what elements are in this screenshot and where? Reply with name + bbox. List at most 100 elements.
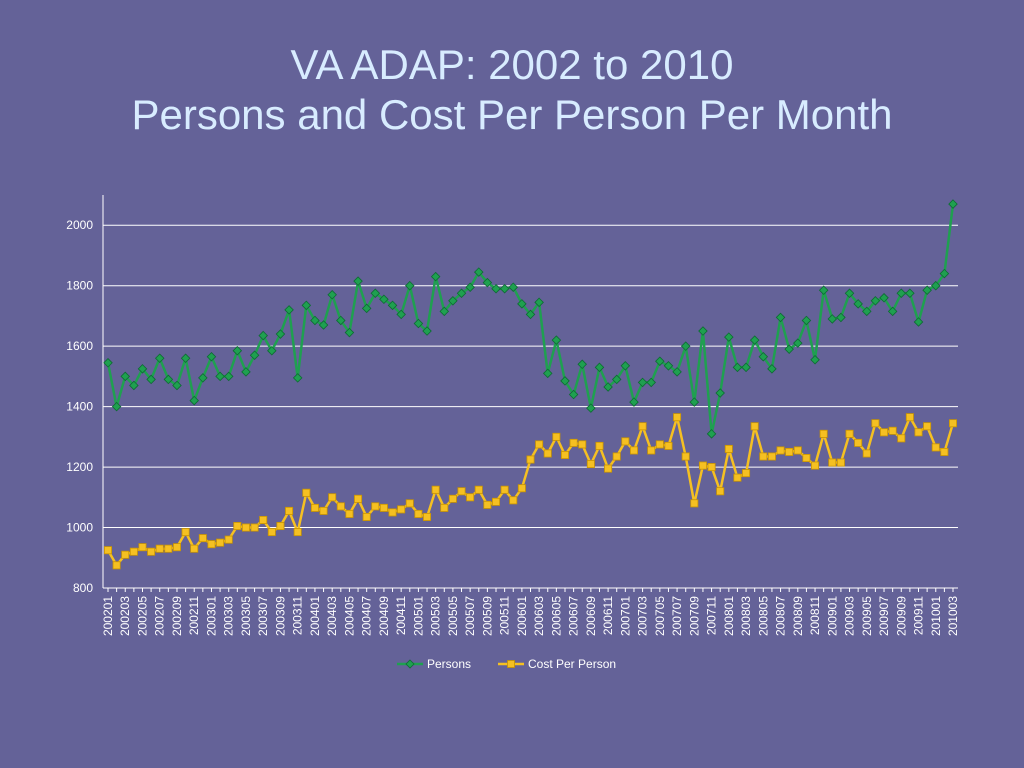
data-point <box>836 312 846 323</box>
data-point <box>646 377 656 388</box>
data-point <box>724 444 733 453</box>
data-point <box>241 367 251 377</box>
x-tick-label: 200611 <box>601 596 615 635</box>
legend: Persons Cost Per Person <box>397 657 616 671</box>
data-point <box>525 309 536 320</box>
data-point <box>810 354 820 365</box>
data-point <box>336 315 346 326</box>
data-point <box>397 505 406 514</box>
x-tick-label: 200809 <box>791 596 805 636</box>
data-point <box>690 499 699 508</box>
x-tick-label: 200309 <box>273 596 287 636</box>
x-tick-label: 200703 <box>636 596 650 636</box>
data-point <box>905 413 914 422</box>
data-point <box>871 419 880 428</box>
x-tick-label: 200711 <box>705 596 719 635</box>
data-point <box>379 294 389 305</box>
data-point <box>560 450 569 459</box>
data-point <box>845 429 854 438</box>
x-tick-label: 200407 <box>360 596 374 636</box>
data-point <box>500 485 509 494</box>
x-tick-label: 200601 <box>515 596 529 636</box>
data-point <box>828 458 837 467</box>
data-point <box>190 544 199 553</box>
x-tick-label: 200409 <box>377 596 391 636</box>
data-point <box>569 438 578 447</box>
data-point <box>707 463 716 472</box>
x-tick-label: 200307 <box>256 596 270 636</box>
data-point <box>292 373 303 383</box>
data-point <box>164 544 173 553</box>
data-point <box>361 303 372 314</box>
data-point <box>931 443 940 452</box>
x-tick-label: 200909 <box>894 596 908 636</box>
data-point <box>811 461 820 470</box>
x-tick-label: 200301 <box>204 596 218 636</box>
data-point <box>120 371 131 382</box>
data-point <box>499 283 510 294</box>
data-point <box>431 485 440 494</box>
data-point <box>207 540 216 549</box>
data-point <box>387 300 398 311</box>
x-tick-label: 200605 <box>549 596 563 636</box>
data-point <box>224 535 233 544</box>
data-point <box>673 413 682 422</box>
data-point <box>466 493 475 502</box>
data-point <box>775 312 786 323</box>
data-point <box>414 509 423 518</box>
data-point <box>629 397 639 407</box>
data-point <box>310 315 320 326</box>
data-point <box>448 296 458 306</box>
data-point <box>949 419 958 428</box>
data-point <box>233 522 242 531</box>
data-point <box>474 485 483 494</box>
data-point <box>492 497 501 506</box>
x-tick-label: 200911 <box>912 596 926 635</box>
data-point <box>328 493 337 502</box>
data-point <box>767 364 777 374</box>
legend-item: Persons <box>397 657 471 671</box>
x-tick-label: 200305 <box>239 596 253 636</box>
data-point <box>534 297 544 308</box>
data-point <box>379 503 388 512</box>
data-point <box>741 362 751 373</box>
data-point <box>551 335 562 345</box>
chart-title-block: VA ADAP: 2002 to 2010 Persons and Cost P… <box>0 40 1024 140</box>
data-point <box>689 397 700 407</box>
data-point <box>655 440 664 449</box>
data-point <box>422 326 432 336</box>
data-point <box>827 314 838 324</box>
data-point <box>370 288 381 299</box>
x-tick-label: 200705 <box>653 596 667 636</box>
data-point <box>232 345 243 356</box>
data-point <box>594 362 605 373</box>
data-point <box>491 283 501 294</box>
data-point <box>879 293 889 303</box>
series-cost-per-person <box>104 413 958 570</box>
data-point <box>750 422 759 431</box>
data-point <box>318 320 329 330</box>
data-point <box>362 512 371 521</box>
data-point <box>568 389 579 400</box>
data-point <box>742 469 751 478</box>
data-point <box>552 432 561 441</box>
data-point <box>423 512 432 521</box>
data-point <box>733 473 742 482</box>
x-tick-label: 200807 <box>774 596 788 636</box>
data-point <box>163 374 174 385</box>
data-point <box>776 446 785 455</box>
x-tick-label: 200707 <box>670 596 684 636</box>
data-point <box>663 361 674 371</box>
x-tick-label: 200401 <box>308 596 322 636</box>
data-point <box>819 429 828 438</box>
data-point <box>302 488 311 497</box>
data-point <box>146 374 156 385</box>
data-point <box>854 438 863 447</box>
x-tick-label: 200701 <box>618 596 632 636</box>
data-point <box>680 341 691 351</box>
legend-item: Cost Per Person <box>498 657 616 671</box>
x-tick-label: 200303 <box>222 596 236 636</box>
x-tick-label: 200209 <box>170 596 184 636</box>
data-point <box>250 523 259 532</box>
